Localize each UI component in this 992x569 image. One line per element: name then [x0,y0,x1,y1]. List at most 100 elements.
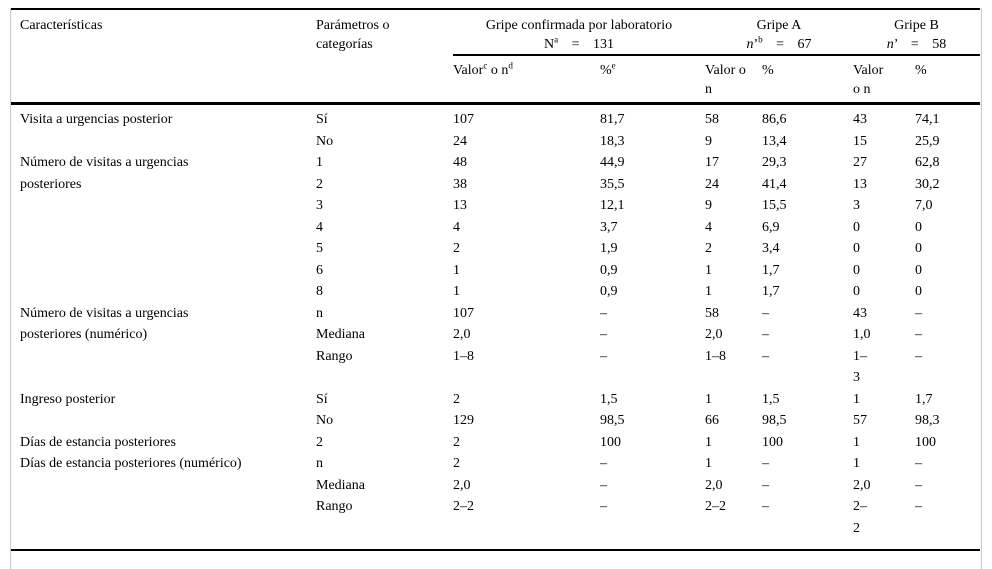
value-cell: 1 [705,284,712,299]
table-row: 4 4 3,7 4 6,9 0 0 [11,217,980,239]
value-cell: – [600,456,607,471]
value-cell: – [915,305,922,321]
value-cell: – [915,477,922,493]
value-cell: 3 [853,198,860,213]
group-header-row: Características Parámetros o categorías G… [11,9,980,56]
value-cell: – [600,499,607,514]
characteristic-label: Visita a urgencias posterior [20,112,173,127]
value-cell: 4 [705,219,712,235]
value-cell: 98,3 [915,413,940,428]
value-cell: 0,9 [600,284,618,299]
value-cell: 44,9 [600,155,625,170]
value-cell: 1,9 [600,241,618,256]
value-cell: 2 [705,241,712,256]
value-cell: 1,5 [600,391,618,407]
value-cell: 24 [453,133,467,149]
value-cell: 0 [853,241,860,256]
subheader-pct-gripe-b: % [915,63,927,78]
table-row: 8 1 0,9 1 1,7 0 0 [11,281,980,303]
value-cell: 100 [600,434,621,450]
value-cell: 107 [453,305,474,321]
value-cell: 1 [705,434,712,450]
value-cell: 9 [705,198,712,213]
group-header-gripe-lab: Gripe confirmada por laboratorio Na = 13… [453,9,705,56]
parameter-cell: 8 [316,284,323,299]
value-cell: – [915,348,922,364]
parameter-cell: Rango [316,499,353,514]
table-row: 3 13 12,1 9 15,5 3 7,0 [11,195,980,217]
value-cell: 58 [705,112,719,127]
value-cell: 98,5 [762,413,787,428]
value-cell: – [600,477,607,493]
value-cell: 2–2 [853,499,867,536]
value-cell: 1 [453,262,460,278]
value-cell: 62,8 [915,155,940,170]
value-cell: 2 [453,456,460,471]
value-cell: 0 [915,219,922,235]
parameter-cell: n [316,305,323,321]
characteristic-label: Ingreso posterior [20,391,116,407]
parameter-cell: No [316,133,334,149]
value-cell: 18,3 [600,133,625,149]
value-cell: 1,7 [762,284,780,299]
table-row: Mediana 2,0 – 2,0 – 1,0 – [11,324,980,346]
table-row: No 24 18,3 9 13,4 15 25,9 [11,131,980,153]
value-cell: 0 [915,262,922,278]
table-row: Visita a urgencias posterior Sí 107 81,7 58 8… [11,104,980,131]
parameter-cell: Rango [316,348,353,364]
parameter-cell: 2 [316,434,323,450]
value-cell: 1,0 [853,327,871,342]
value-cell: – [600,327,607,342]
characteristic-label: Número de visitas a urgencias posteriores… [20,305,189,343]
table-row: Número de visitas a urgencias posteriores… [11,303,980,343]
value-cell: – [762,327,769,342]
value-cell: 1 [705,456,712,471]
table-row: 6 1 0,9 1 1,7 0 0 [11,260,980,282]
value-cell: 107 [453,112,474,127]
value-cell: 7,0 [915,198,933,213]
group-title-gripe-b: Gripe B [894,18,939,33]
value-cell: 30,2 [915,176,940,192]
value-cell: 17 [705,155,719,170]
value-cell: 1–8 [705,348,726,364]
value-cell: – [762,477,769,493]
table-row: Ingreso posterior Sí 2 1,5 1 1,5 1 1,7 [11,389,980,411]
table-row: Días de estancia posteriores 2 2 100 1 100 1 10… [11,432,980,454]
value-cell: 2–2 [453,499,474,514]
parameter-cell: No [316,413,334,428]
value-cell: 74,1 [915,112,940,127]
value-cell: 1– 3 [853,348,867,386]
value-cell: 58 [705,305,719,321]
parameter-cell: Sí [316,391,328,407]
value-cell: 0 [853,219,860,235]
value-cell: 1,7 [762,262,780,278]
value-cell: 81,7 [600,112,625,127]
value-cell: 1 [853,456,860,471]
table-row: Rango 1–8 – 1–8 – 1– 3 – [11,346,980,389]
value-cell: 3,4 [762,241,780,256]
value-cell: 0,9 [600,262,618,278]
subheader-valor-lab: Valorc o nd [453,60,513,78]
parameter-cell: 3 [316,198,323,213]
value-cell: 15 [853,133,867,149]
value-cell: 13 [453,198,467,213]
value-cell: 66 [705,413,719,428]
paper-table-figure: Características Parámetros o categorías G… [10,8,982,569]
table-row: Rango 2–2 – 2–2 – 2– 2 – [11,496,980,550]
value-cell: – [762,499,769,514]
value-cell: 2 [453,391,460,407]
value-cell: – [762,305,769,321]
value-cell: 0 [915,284,922,299]
value-cell: 41,4 [762,176,787,192]
characteristic-label: Número de visitas a urgencias posteriores [20,155,189,192]
parameter-cell: Mediana [316,477,365,493]
value-cell: – [762,348,769,364]
value-cell: 86,6 [762,112,787,127]
characteristic-label: Días de estancia posteriores (numérico) [20,456,242,471]
value-cell: 1,5 [762,391,780,407]
value-cell: 13 [853,176,867,192]
value-cell: 1 [705,391,712,407]
value-cell: 24 [705,176,719,192]
value-cell: 38 [453,176,467,192]
